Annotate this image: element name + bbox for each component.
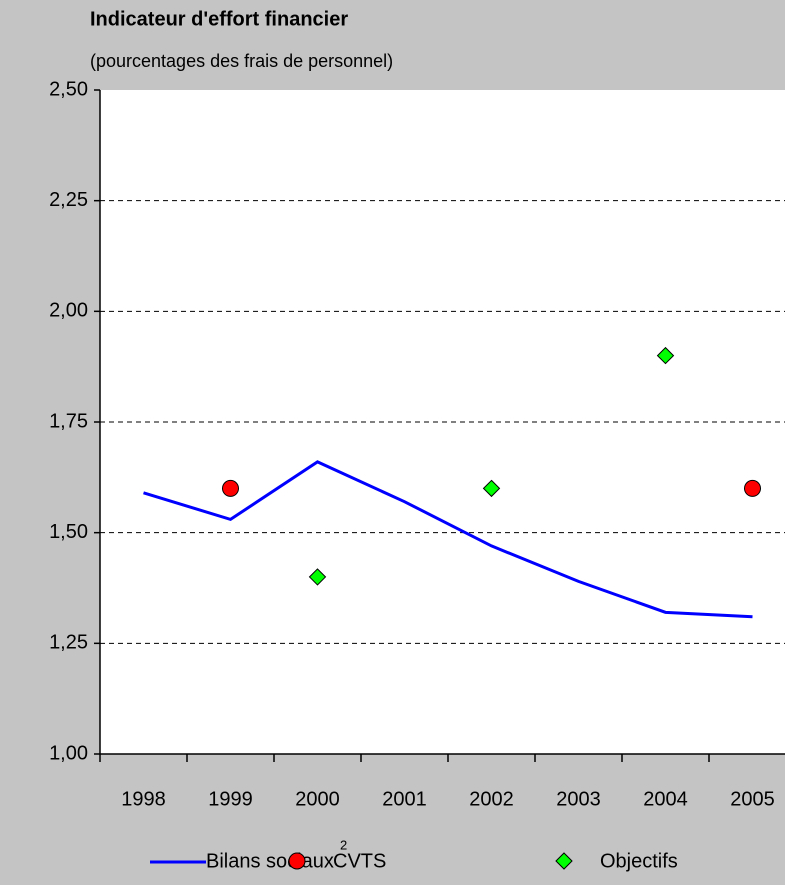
chart-title: Indicateur d'effort financier — [90, 8, 348, 30]
y-tick-label: 1,50 — [49, 521, 88, 543]
x-tick-label: 1998 — [121, 788, 166, 810]
x-tick-label: 2004 — [643, 788, 688, 810]
x-tick-label: 2005 — [730, 788, 775, 810]
marker — [482, 479, 501, 498]
legend-label: Objectifs — [600, 850, 678, 872]
x-tick-label: 2002 — [469, 788, 514, 810]
x-tick-label: 2003 — [556, 788, 601, 810]
y-tick-label: 2,50 — [49, 78, 88, 100]
legend-label: Bilans sociaux — [206, 850, 334, 872]
legend-marker — [555, 852, 573, 870]
legend-label: CVTS — [333, 850, 386, 872]
y-tick-label: 1,25 — [49, 632, 88, 654]
x-tick-label: 2001 — [382, 788, 427, 810]
marker — [222, 479, 239, 497]
marker — [744, 479, 761, 497]
x-tick-label: 1999 — [208, 788, 253, 810]
y-tick-label: 2,00 — [49, 300, 88, 322]
chart-subtitle: (pourcentages des frais de personnel) — [90, 51, 393, 71]
legend-footnote: 2 — [340, 837, 347, 852]
line — [143, 460, 753, 619]
y-tick-label: 1,00 — [49, 742, 88, 764]
x-tick-label: 2000 — [295, 788, 340, 810]
marker — [308, 568, 327, 586]
y-tick-label: 1,75 — [49, 410, 88, 432]
marker — [656, 346, 675, 365]
legend-marker — [288, 852, 306, 870]
y-tick-label: 2,25 — [49, 189, 88, 211]
